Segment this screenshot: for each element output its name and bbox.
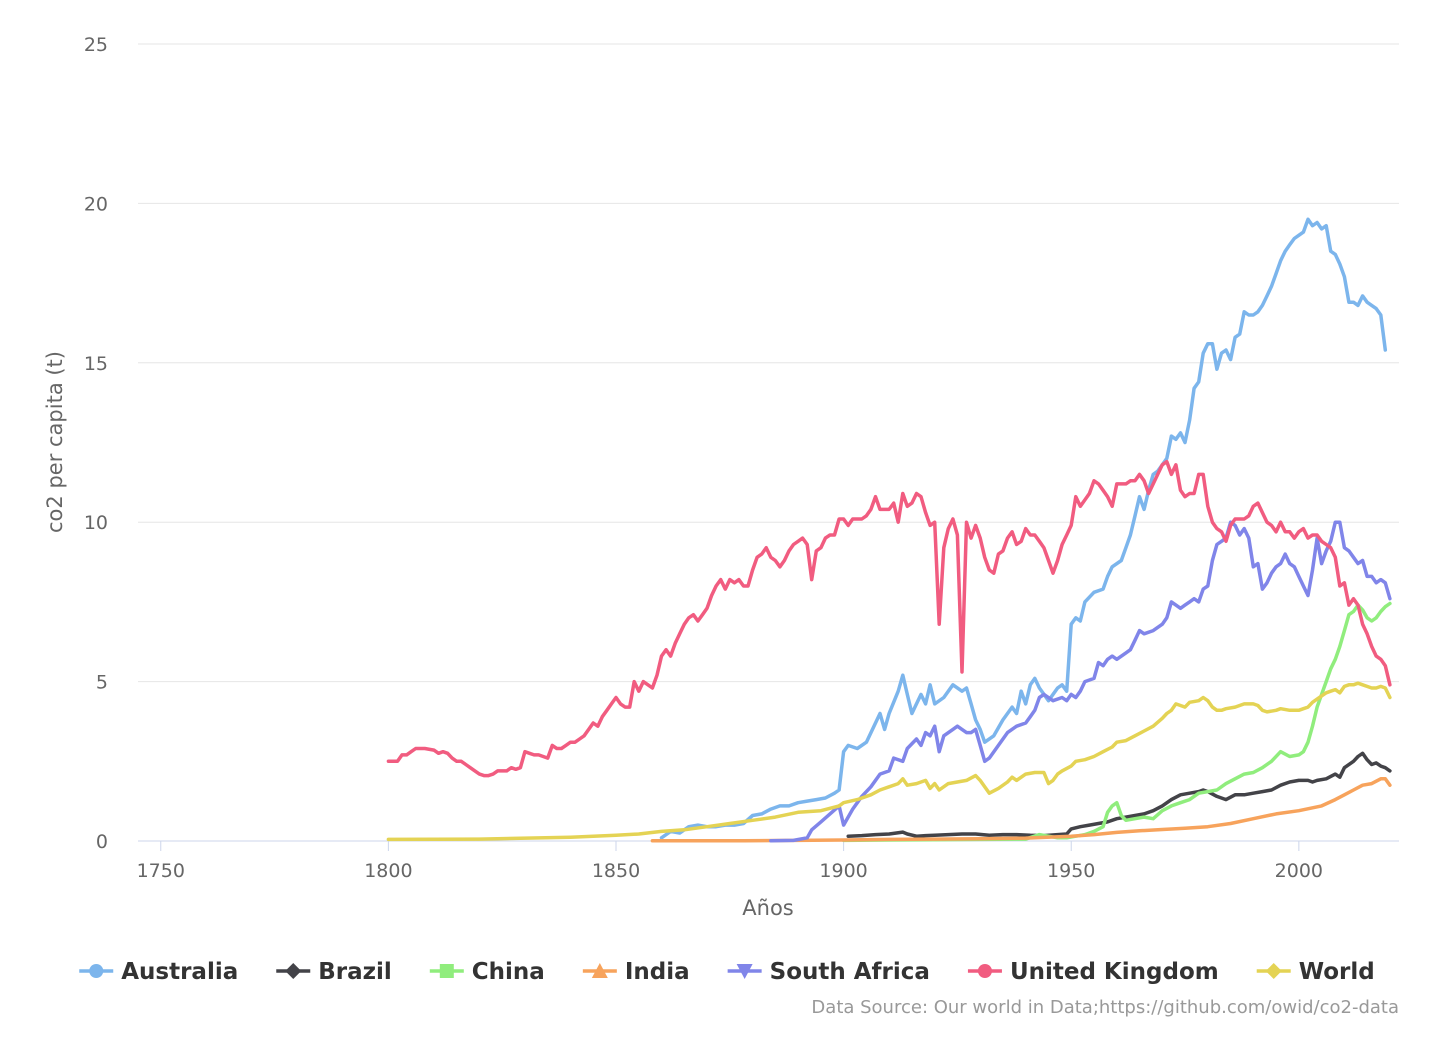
legend-item-united-kingdom[interactable]: United Kingdom [967,959,1219,985]
series-line-india[interactable] [650,777,1392,843]
legend-item-world[interactable]: World [1256,959,1375,985]
legend: Australia Brazil China India South Africa Uni… [79,959,1375,985]
legend-marker-diamond [1265,963,1282,979]
legend-label: India [625,959,690,985]
y-gridlines [138,43,1399,842]
legend-marker-triangle [591,963,608,978]
legend-label: South Africa [770,959,930,985]
legend-item-australia[interactable]: Australia [79,959,238,985]
y-tick-label: 0 [96,831,108,853]
legend-item-china[interactable]: China [429,959,545,985]
y-tick-label: 5 [96,672,108,694]
legend-label: Australia [121,959,238,985]
y-tick-label: 15 [84,353,108,375]
x-tick-label: 1800 [364,860,412,882]
series-line-china[interactable] [841,601,1392,843]
series-line-australia[interactable] [659,217,1388,840]
y-tick-labels: 0 5 10 15 20 25 [84,34,108,853]
legend-label: World [1299,959,1375,985]
x-tick-label: 1900 [819,860,867,882]
y-tick-label: 25 [84,34,108,56]
legend-marker-circle [89,964,104,978]
legend-item-india[interactable]: India [582,959,690,985]
legend-marker-triangle-down [736,964,753,979]
x-tick-label: 1750 [137,860,185,882]
legend-marker-circle [977,964,992,978]
legend-label: Brazil [318,959,392,985]
y-axis-title: co2 per capita (t) [43,351,67,533]
x-tick-label: 1850 [592,860,640,882]
x-tick-label: 2000 [1275,860,1323,882]
series-line-brazil[interactable] [846,751,1392,838]
x-axis-title: Años [742,896,793,920]
x-axis: 1750 1800 1850 1900 1950 2000 [137,840,1399,882]
series-lines [386,217,1392,843]
legend-label: China [472,959,545,985]
legend-item-south-africa[interactable]: South Africa [727,959,930,985]
x-tick-label: 1950 [1047,860,1095,882]
series-line-world[interactable] [386,681,1392,842]
legend-item-brazil[interactable]: Brazil [276,959,392,985]
data-source-credits[interactable]: Data Source: Our world in Data;https://g… [811,997,1399,1018]
y-tick-label: 10 [84,512,108,534]
legend-label: United Kingdom [1010,959,1219,985]
y-tick-label: 20 [84,193,108,215]
series-line-united-kingdom[interactable] [386,459,1392,778]
series-line-south-africa[interactable] [769,520,1392,843]
legend-marker-diamond [285,963,302,979]
legend-marker-square [439,964,454,978]
